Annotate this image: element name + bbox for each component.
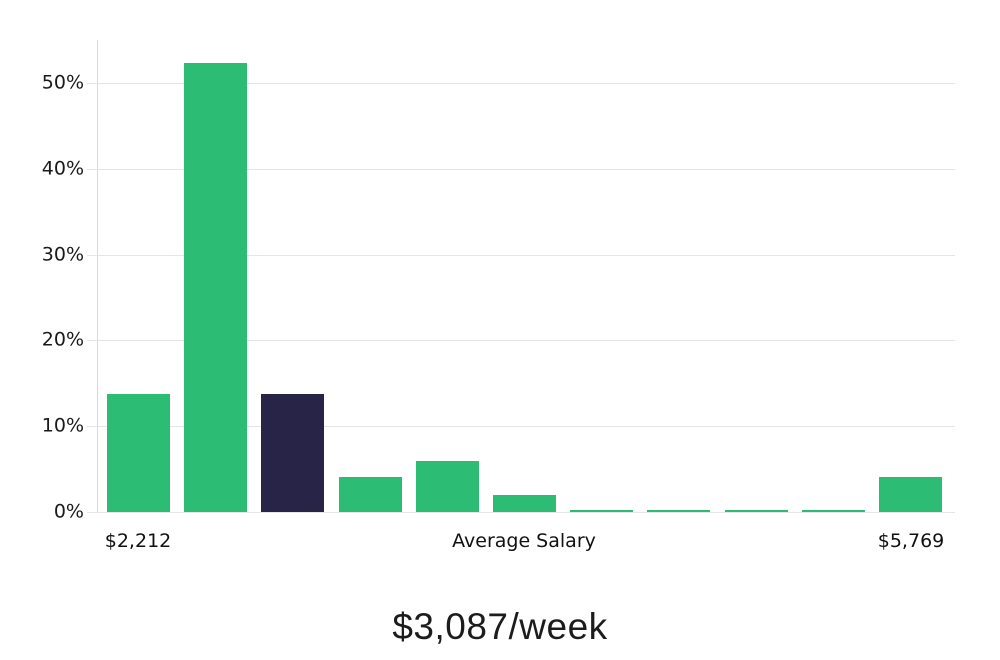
gridline-50 [97, 82, 955, 84]
y-tick-label-20: 20% [41, 328, 84, 351]
histogram-bar [107, 394, 170, 512]
y-tick-mark [87, 426, 97, 428]
y-axis-line [97, 40, 98, 512]
y-tick-label-40: 40% [41, 157, 84, 180]
gridline-30 [97, 254, 955, 256]
histogram-bar [570, 510, 634, 512]
histogram-bar [879, 477, 942, 512]
y-tick-mark [87, 254, 97, 256]
y-tick-mark [87, 340, 97, 342]
histogram-bar [338, 477, 402, 512]
histogram-bar [184, 63, 248, 512]
y-tick-mark [87, 168, 97, 170]
y-tick-label-30: 30% [41, 243, 84, 266]
y-tick-mark [87, 512, 97, 513]
histogram-bar [647, 510, 711, 512]
y-tick-label-0: 0% [53, 500, 84, 523]
histogram-bar [724, 510, 788, 512]
y-tick-mark [87, 82, 97, 84]
y-tick-label-10: 10% [41, 414, 84, 437]
gridline-20 [97, 340, 955, 342]
histogram-bar-highlighted [261, 394, 325, 512]
x-tick-min-salary: $2,212 [104, 530, 172, 552]
x-axis-title: Average Salary [452, 530, 596, 552]
x-tick-max-salary: $5,769 [877, 530, 945, 552]
gridline-0 [97, 512, 955, 513]
histogram-bar [415, 461, 479, 512]
y-tick-label-50: 50% [41, 71, 84, 94]
histogram-bar [801, 510, 865, 512]
gridline-40 [97, 168, 955, 170]
gridline-10 [97, 426, 955, 428]
average-weekly-salary-title: $3,087/week [392, 606, 608, 647]
histogram-bar [493, 495, 556, 512]
